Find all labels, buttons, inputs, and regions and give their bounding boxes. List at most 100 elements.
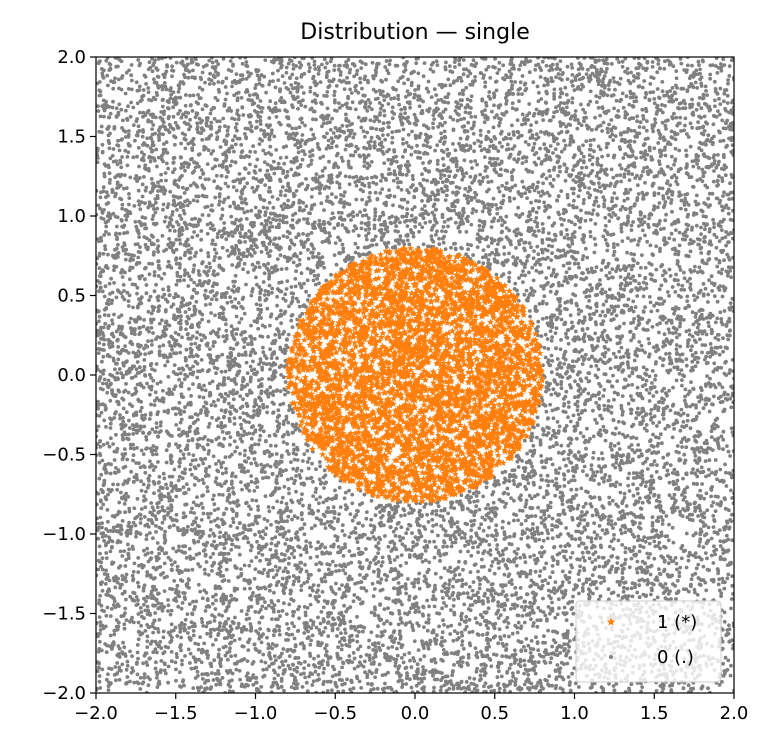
- series-0-point: [343, 174, 348, 179]
- series-0-point: [723, 655, 728, 660]
- series-0-point: [384, 59, 389, 63]
- series-0-point: [600, 80, 605, 85]
- series-0-point: [241, 267, 246, 272]
- series-0-point: [287, 654, 292, 658]
- series-0-point: [271, 217, 275, 222]
- series-0-point: [686, 212, 690, 217]
- series-0-point: [241, 411, 246, 415]
- series-0-point: [593, 417, 597, 422]
- series-0-point: [555, 357, 560, 361]
- series-0-point: [527, 545, 531, 549]
- series-0-point: [334, 144, 339, 149]
- series-0-point: [583, 501, 588, 506]
- series-0-point: [112, 281, 116, 285]
- series-0-point: [289, 476, 294, 481]
- series-0-point: [615, 561, 620, 565]
- series-0-point: [588, 234, 593, 239]
- series-0-point: [263, 532, 268, 537]
- series-0-point: [231, 520, 236, 525]
- series-0-point: [275, 474, 280, 479]
- series-0-point: [102, 114, 106, 119]
- series-0-point: [199, 518, 204, 522]
- series-0-point: [497, 627, 502, 632]
- series-0-point: [546, 57, 551, 60]
- series-0-point: [604, 145, 609, 150]
- series-0-point: [105, 508, 110, 512]
- series-0-point: [721, 153, 726, 157]
- series-0-point: [282, 202, 287, 206]
- series-0-point: [106, 313, 111, 318]
- series-0-point: [314, 172, 319, 177]
- series-0-point: [311, 583, 316, 587]
- series-0-point: [286, 452, 291, 456]
- series-0-point: [672, 492, 677, 497]
- series-0-point: [693, 315, 698, 319]
- series-0-point: [210, 564, 215, 568]
- series-0-point: [601, 234, 606, 239]
- series-0-point: [461, 591, 466, 596]
- series-0-point: [143, 553, 148, 557]
- series-0-point: [364, 237, 369, 242]
- series-0-point: [728, 301, 733, 305]
- series-0-point: [669, 166, 673, 171]
- series-0-point: [566, 601, 570, 606]
- series-0-point: [548, 144, 553, 148]
- series-0-point: [672, 467, 677, 472]
- series-0-point: [294, 452, 299, 457]
- series-0-point: [133, 523, 138, 528]
- series-0-point: [349, 560, 354, 565]
- series-0-point: [558, 95, 562, 99]
- series-0-point: [547, 168, 552, 173]
- series-0-point: [171, 546, 176, 551]
- series-0-point: [263, 494, 268, 499]
- series-0-point: [716, 153, 720, 157]
- series-0-point: [188, 183, 193, 188]
- series-0-point: [220, 213, 225, 218]
- series-0-point: [332, 89, 337, 94]
- series-0-point: [228, 558, 233, 562]
- series-0-point: [371, 594, 376, 598]
- series-0-point: [153, 465, 158, 469]
- series-0-point: [213, 313, 217, 318]
- series-0-point: [141, 324, 146, 329]
- series-0-point: [136, 188, 141, 193]
- series-0-point: [258, 627, 262, 631]
- series-0-point: [213, 672, 218, 676]
- series-0-point: [364, 547, 368, 551]
- series-0-point: [482, 155, 487, 160]
- series-0-point: [305, 460, 310, 464]
- series-0-point: [174, 282, 179, 287]
- series-0-point: [701, 174, 706, 179]
- series-0-point: [711, 561, 716, 565]
- series-0-point: [626, 401, 631, 406]
- series-0-point: [345, 75, 349, 80]
- series-0-point: [386, 606, 390, 611]
- series-0-point: [660, 363, 665, 368]
- series-0-point: [143, 188, 148, 193]
- series-0-point: [263, 58, 268, 62]
- series-0-point: [168, 216, 173, 220]
- series-0-point: [587, 186, 592, 191]
- series-0-point: [615, 379, 620, 383]
- series-0-point: [433, 571, 438, 576]
- series-0-point: [406, 577, 410, 581]
- series-0-point: [721, 194, 725, 198]
- series-0-point: [343, 564, 348, 569]
- series-0-point: [149, 177, 154, 181]
- series-0-point: [433, 545, 438, 550]
- series-0-point: [312, 656, 316, 661]
- series-0-point: [170, 347, 174, 352]
- series-0-point: [168, 612, 173, 617]
- series-0-point: [486, 503, 490, 507]
- series-0-point: [395, 555, 400, 559]
- series-0-point: [151, 468, 156, 472]
- series-0-point: [658, 136, 662, 141]
- series-0-point: [464, 230, 469, 234]
- series-0-point: [372, 226, 377, 231]
- series-0-point: [377, 662, 382, 667]
- series-0-point: [222, 139, 227, 144]
- series-0-point: [712, 530, 717, 535]
- series-0-point: [224, 322, 228, 327]
- series-0-point: [128, 679, 132, 684]
- series-0-point: [644, 388, 649, 392]
